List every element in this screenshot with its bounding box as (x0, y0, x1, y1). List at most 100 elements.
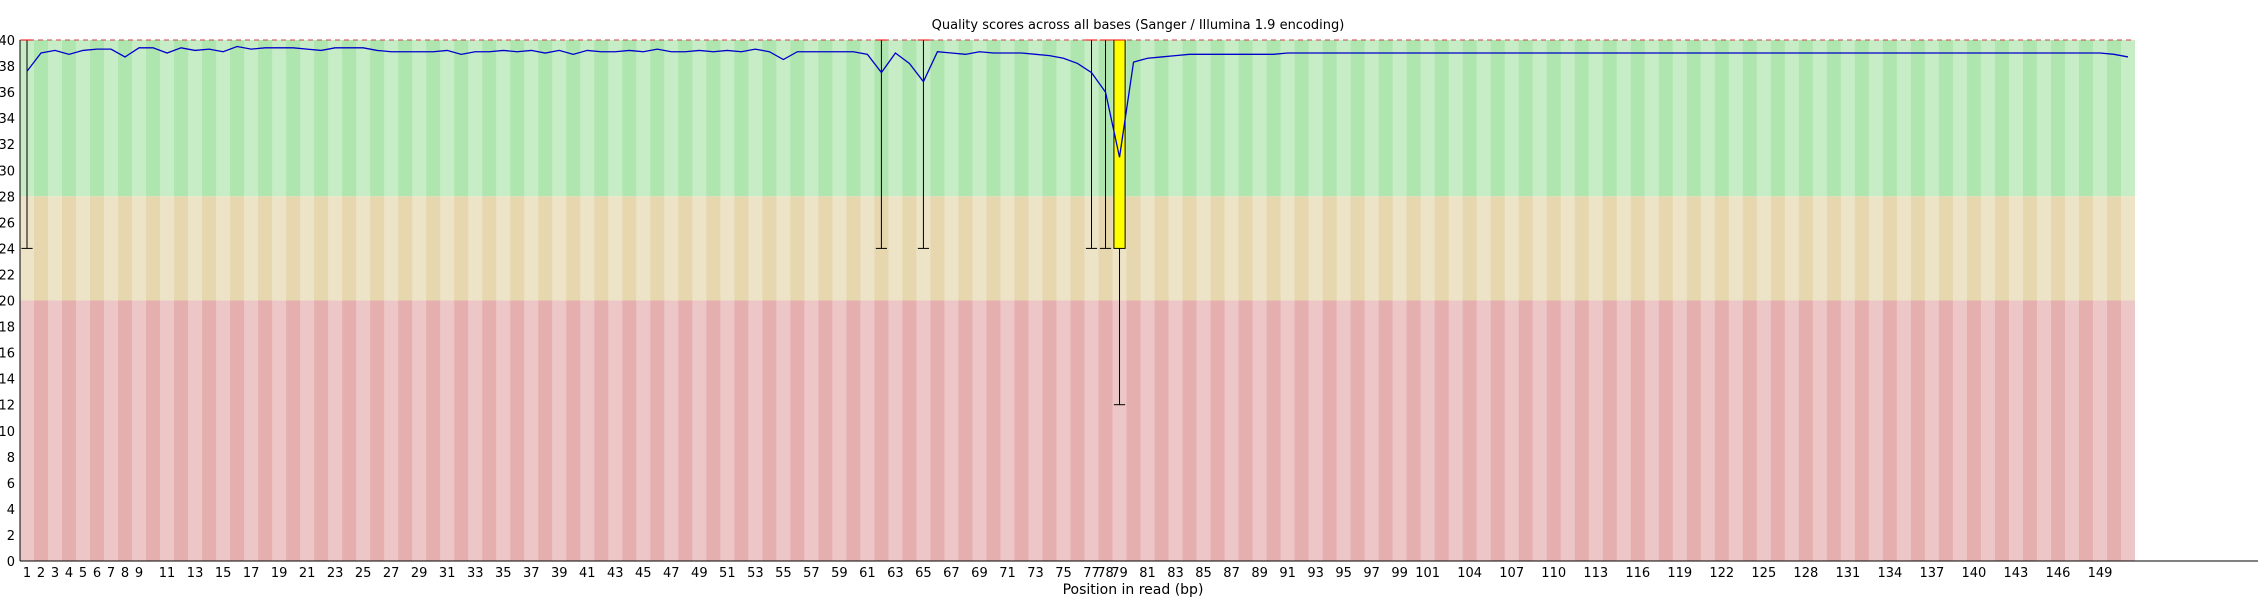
column-stripe (944, 40, 959, 561)
y-tick-label: 30 (0, 164, 15, 179)
quality-band-2 (20, 300, 2135, 561)
y-tick-label: 26 (0, 216, 15, 231)
column-stripe (1364, 40, 1379, 561)
column-stripe (888, 40, 903, 561)
y-tick-label: 6 (7, 477, 15, 492)
x-tick-label: 110 (1541, 566, 1566, 581)
column-stripe (20, 40, 35, 561)
x-tick-label: 87 (1223, 566, 1240, 581)
x-tick-label: 49 (691, 566, 708, 581)
x-tick-label: 71 (999, 566, 1016, 581)
column-stripe (1476, 40, 1491, 561)
y-tick-label: 14 (0, 373, 15, 388)
column-stripe (1420, 40, 1435, 561)
x-tick-label: 128 (1793, 566, 1818, 581)
x-tick-label: 137 (1919, 566, 1944, 581)
column-stripe (2064, 40, 2079, 561)
column-stripe (160, 40, 175, 561)
column-stripe (1308, 40, 1323, 561)
column-stripe (216, 40, 231, 561)
column-stripe (496, 40, 511, 561)
x-tick-label: 41 (579, 566, 596, 581)
column-stripe (1196, 40, 1211, 561)
x-tick-label: 37 (523, 566, 540, 581)
column-stripe (1140, 40, 1155, 561)
x-tick-label: 101 (1415, 566, 1440, 581)
column-stripe (412, 40, 427, 561)
x-tick-label: 43 (607, 566, 624, 581)
x-tick-label: 113 (1583, 566, 1608, 581)
column-stripe (384, 40, 399, 561)
x-tick-label: 1 (23, 566, 31, 581)
y-tick-label: 0 (7, 555, 15, 570)
x-tick-label: 55 (775, 566, 792, 581)
x-tick-label: 23 (327, 566, 344, 581)
column-stripe (356, 40, 371, 561)
x-tick-label: 146 (2046, 566, 2071, 581)
column-stripe (832, 40, 847, 561)
x-tick-label: 7 (107, 566, 115, 581)
x-tick-label: 51 (719, 566, 736, 581)
column-stripe (776, 40, 791, 561)
column-stripe (1644, 40, 1659, 561)
column-stripe (1532, 40, 1547, 561)
x-tick-label: 107 (1499, 566, 1524, 581)
column-stripe (1028, 40, 1043, 561)
column-stripe (1756, 40, 1771, 561)
box-plot-62 (875, 39, 888, 249)
y-tick-label: 38 (0, 60, 15, 75)
x-tick-label: 97 (1363, 566, 1380, 581)
x-tick-label: 57 (803, 566, 820, 581)
x-tick-label: 45 (635, 566, 652, 581)
x-tick-label: 5 (79, 566, 87, 581)
column-stripe (608, 40, 623, 561)
column-stripe (804, 40, 819, 561)
x-tick-label: 122 (1709, 566, 1734, 581)
x-tick-label: 73 (1027, 566, 1044, 581)
y-tick-label: 24 (0, 242, 15, 257)
x-tick-label: 8 (121, 566, 129, 581)
column-stripe (1560, 40, 1575, 561)
x-tick-label: 47 (663, 566, 680, 581)
column-stripe (2120, 40, 2135, 561)
column-stripe (1336, 40, 1351, 561)
x-tick-label: 53 (747, 566, 764, 581)
x-tick-label: 75 (1055, 566, 1072, 581)
column-stripe (272, 40, 287, 561)
y-tick-label: 22 (0, 268, 15, 283)
x-tick-label: 140 (1962, 566, 1987, 581)
y-tick-label: 40 (0, 34, 15, 49)
box-plot-65 (917, 39, 930, 249)
x-tick-label: 2 (37, 566, 45, 581)
column-stripe (1840, 40, 1855, 561)
x-tick-label: 33 (467, 566, 484, 581)
x-tick-label: 143 (2004, 566, 2029, 581)
x-tick-label: 19 (271, 566, 288, 581)
x-tick-label: 61 (859, 566, 876, 581)
x-tick-label: 81 (1139, 566, 1156, 581)
column-stripe (1252, 40, 1267, 561)
x-tick-label: 89 (1251, 566, 1268, 581)
x-tick-label: 116 (1625, 566, 1650, 581)
y-tick-label: 12 (0, 399, 15, 414)
column-stripe (328, 40, 343, 561)
column-stripe (104, 40, 119, 561)
x-tick-label: 13 (187, 566, 204, 581)
chart-title: Quality scores across all bases (Sanger … (932, 18, 1345, 33)
column-stripe (468, 40, 483, 561)
column-stripe (1924, 40, 1939, 561)
x-tick-label: 63 (887, 566, 904, 581)
column-stripe (2036, 40, 2051, 561)
x-tick-label: 17 (243, 566, 260, 581)
quality-band-0 (20, 40, 2135, 197)
x-tick-label: 95 (1335, 566, 1352, 581)
column-stripe (244, 40, 259, 561)
x-tick-label: 104 (1457, 566, 1482, 581)
x-tick-label: 39 (551, 566, 568, 581)
column-stripe (720, 40, 735, 561)
x-tick-label: 65 (915, 566, 932, 581)
y-tick-label: 16 (0, 347, 15, 362)
y-tick-label: 2 (7, 529, 15, 544)
